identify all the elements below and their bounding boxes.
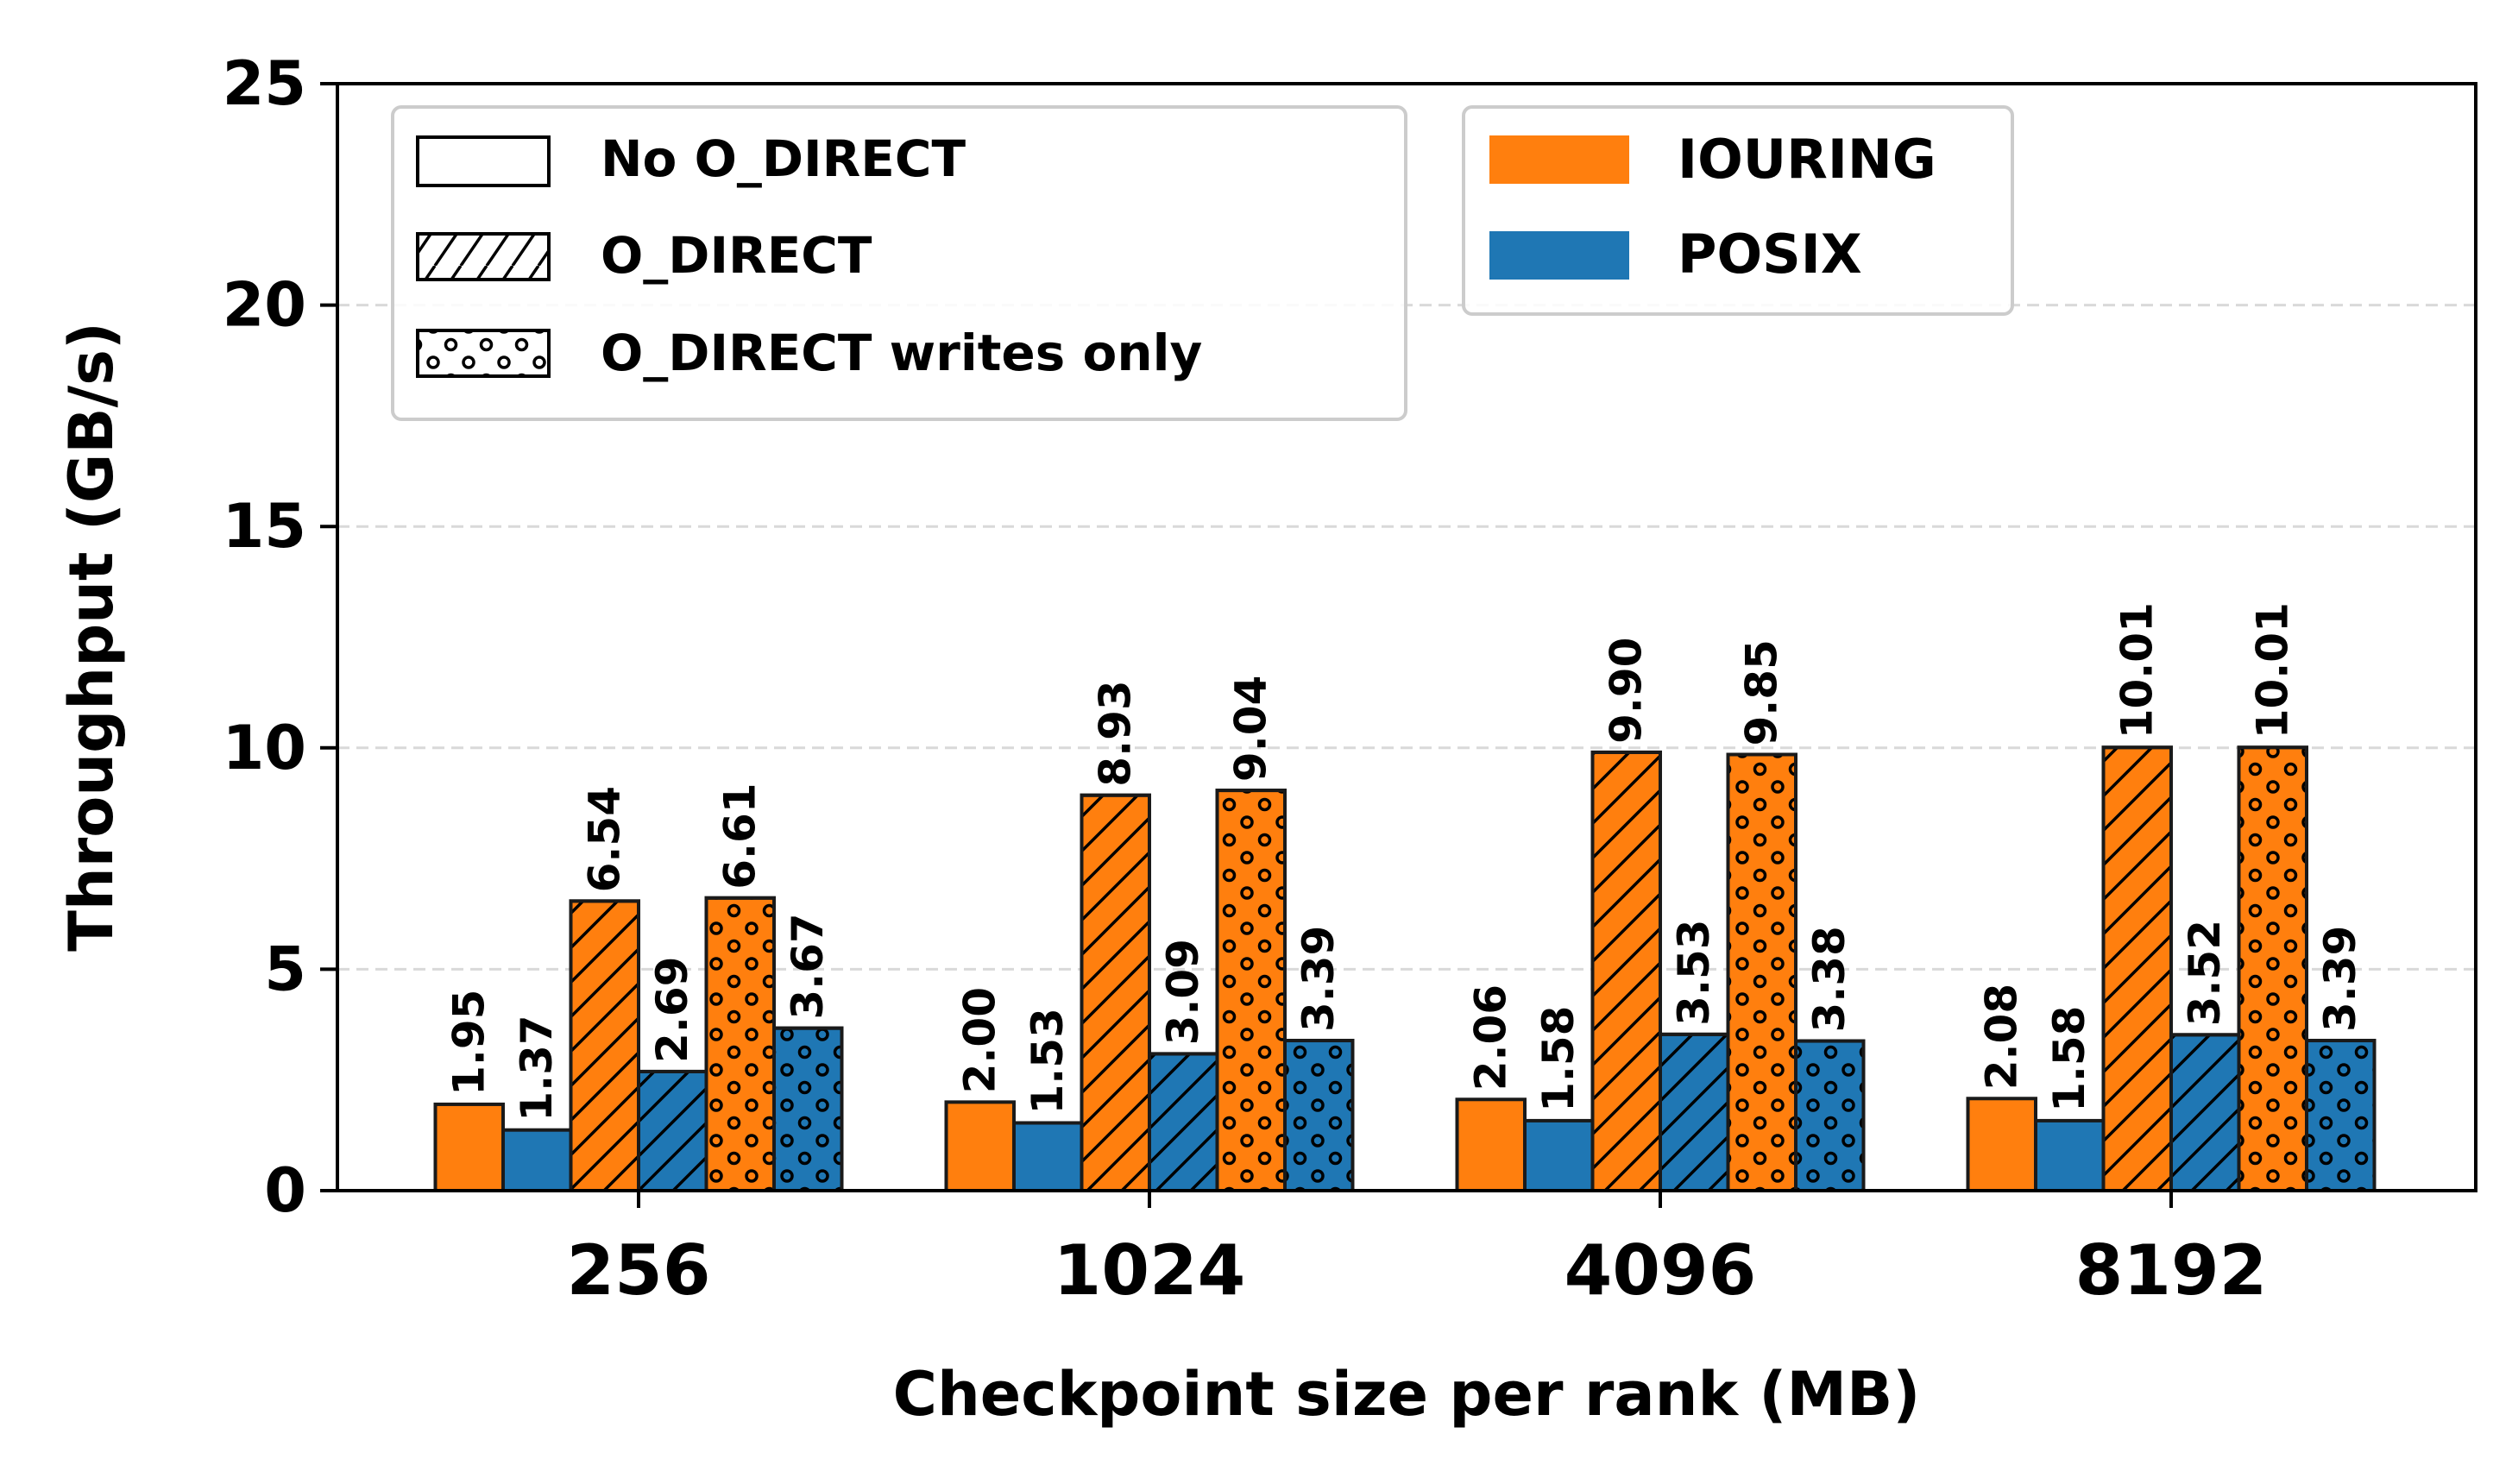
bar-value-label: 9.90 [1602, 638, 1652, 744]
bar-value-label: 6.54 [580, 786, 630, 892]
bar-value-label: 3.38 [1804, 926, 1854, 1032]
bar-value-label: 3.52 [2180, 920, 2230, 1026]
legend-swatch-o-direct-writes-only [416, 329, 551, 378]
y-axis: 0 5 10 15 20 25 [223, 48, 337, 1226]
bar-hatch [1148, 1052, 1219, 1192]
x-tick-label: 1024 [1054, 1230, 1246, 1311]
x-axis: 256 1024 4096 8192 [567, 1191, 2268, 1311]
bar-value-label: 2.06 [1466, 984, 1516, 1091]
bar [2034, 1118, 2106, 1193]
x-tick-label: 8192 [2075, 1230, 2268, 1311]
bar-value-label: 10.01 [2112, 602, 2163, 739]
legend-swatch-iouring [1489, 135, 1629, 184]
bar-hatch [2101, 745, 2173, 1192]
bar-value-label: 3.09 [1158, 939, 1208, 1045]
legend-label-o-direct: O_DIRECT [601, 226, 872, 285]
bar-hatch [569, 899, 640, 1192]
legend-swatch-o-direct [416, 232, 551, 281]
bar-hatch [2237, 745, 2308, 1192]
bar-value-label: 9.04 [1226, 676, 1276, 782]
x-tick-label: 4096 [1564, 1230, 1757, 1311]
legend-label-iouring: IOURING [1678, 128, 1936, 191]
bar-hatch [2305, 1039, 2377, 1192]
bar-hatch [772, 1026, 844, 1193]
y-tick-label: 15 [223, 491, 306, 562]
bar [1966, 1097, 2037, 1192]
bar-value-label: 8.93 [1091, 680, 1141, 786]
bar [944, 1100, 1016, 1192]
bar-value-label: 9.85 [1737, 639, 1787, 745]
bars [433, 745, 2377, 1193]
y-tick-label: 0 [264, 1155, 306, 1226]
legend-hatch-modes: No O_DIRECT O_DIRECT O_DIRECT writes onl… [391, 105, 1407, 421]
x-tick-label: 256 [567, 1230, 711, 1311]
y-tick-label: 20 [223, 270, 306, 341]
legend-frame [391, 105, 1407, 421]
bar-hatch [1659, 1032, 1730, 1193]
bar-hatch [1794, 1039, 1866, 1193]
legend-label-posix: POSIX [1678, 223, 1862, 286]
bar [501, 1128, 573, 1193]
y-axis-title: Throughput (GB/s) [56, 322, 127, 952]
bar-value-label: 1.95 [444, 990, 494, 1096]
bar-value-label: 3.53 [1669, 919, 1719, 1025]
bar-value-label: 10.01 [2248, 602, 2298, 739]
bar [1523, 1118, 1595, 1193]
bar-hatch [1080, 793, 1151, 1192]
bar [1012, 1121, 1084, 1192]
bar [433, 1102, 505, 1193]
bar-hatch [704, 896, 776, 1192]
legend-swatch-posix [1489, 231, 1629, 280]
y-tick-label: 25 [223, 48, 306, 119]
bar-value-label: 1.58 [1533, 1006, 1583, 1112]
bar-value-label: 1.37 [512, 1015, 562, 1121]
bar-hatch [1215, 789, 1287, 1192]
y-tick-label: 10 [223, 713, 306, 783]
bar-hatch [1283, 1039, 1355, 1192]
bar-hatch [637, 1069, 708, 1193]
bar-hatch [2169, 1033, 2241, 1193]
bar-value-label: 3.39 [2315, 926, 2365, 1032]
plot-frame [336, 82, 2477, 1192]
bar-hatch [1590, 750, 1662, 1192]
bar-value-label: 1.58 [2044, 1006, 2094, 1112]
y-tick-label: 5 [264, 934, 306, 1004]
bar-hatch [1726, 752, 1797, 1192]
bar-value-label: 6.61 [715, 783, 765, 889]
legend-engines: IOURING POSIX [1462, 105, 2014, 316]
legend-label-no-o-direct: No O_DIRECT [601, 129, 966, 188]
x-axis-title: Checkpoint size per rank (MB) [893, 1359, 1921, 1430]
bar-value-label: 2.00 [955, 987, 1005, 1093]
legend-label-o-direct-writes-only: O_DIRECT writes only [601, 324, 1202, 382]
bar-value-labels: 1.95 1.37 6.54 2.69 6.61 3.67 2.00 1.53 8.93 3.09… [444, 602, 2366, 1122]
bar-value-label: 3.39 [1294, 926, 1344, 1032]
bar-value-label: 2.69 [647, 957, 697, 1063]
bar [1455, 1097, 1527, 1192]
bar-value-label: 3.67 [783, 913, 833, 1019]
bar-value-label: 2.08 [1977, 984, 2027, 1090]
legend-swatch-no-o-direct [416, 135, 551, 187]
bar-value-label: 1.53 [1023, 1008, 1073, 1114]
